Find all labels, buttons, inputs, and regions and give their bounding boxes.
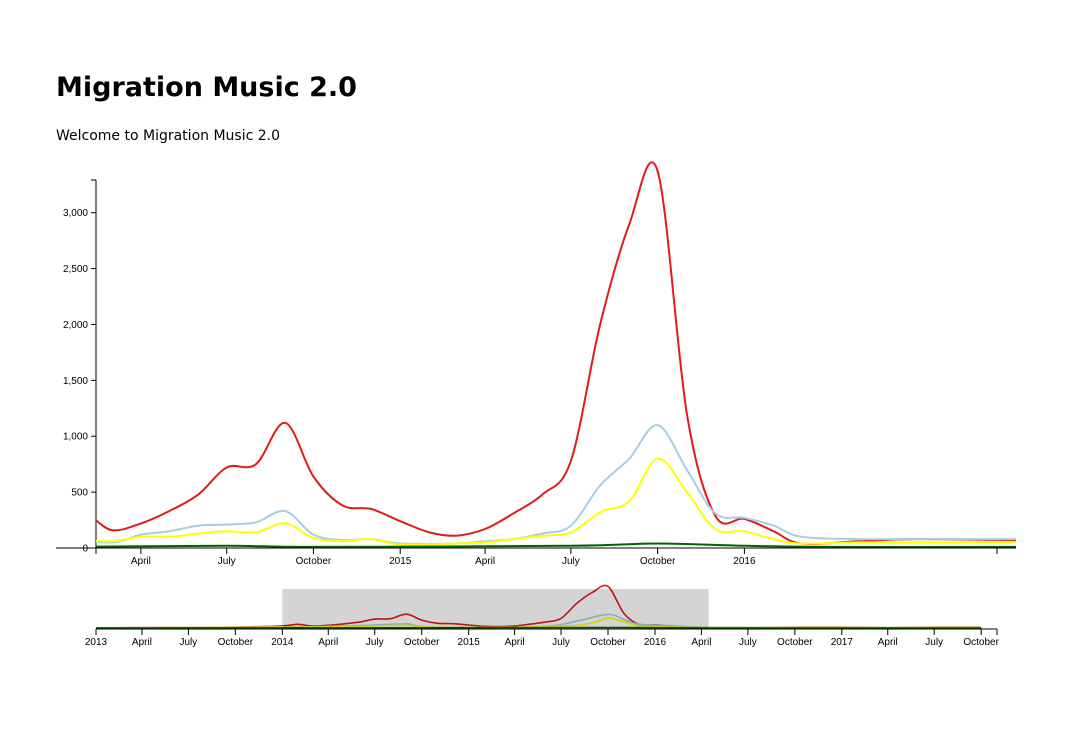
y-tick-label: 1,500 bbox=[63, 376, 88, 387]
context-x-tick-label: July bbox=[179, 637, 197, 648]
context-x-tick-label: April bbox=[691, 637, 711, 648]
context-chart[interactable]: 2013 April July October 2014 April July October… bbox=[85, 584, 1000, 648]
page-title: Migration Music 2.0 bbox=[56, 72, 357, 103]
context-x-tick-label: 2016 bbox=[644, 637, 667, 648]
context-x-tick-label: 2013 bbox=[85, 637, 108, 648]
x-tick-label: April bbox=[131, 556, 151, 567]
y-tick-label: 500 bbox=[71, 488, 88, 499]
x-tick-label: October bbox=[296, 556, 332, 567]
context-x-tick-label: July bbox=[552, 637, 570, 648]
context-x-tick-label: July bbox=[739, 637, 757, 648]
context-x-tick-label: October bbox=[963, 637, 999, 648]
context-x-tick-label: April bbox=[505, 637, 525, 648]
context-x-tick-label: October bbox=[590, 637, 626, 648]
x-tick-label: 2015 bbox=[389, 556, 412, 567]
page-subtitle: Welcome to Migration Music 2.0 bbox=[56, 128, 280, 144]
x-tick-label: July bbox=[562, 556, 580, 567]
series-line-1 bbox=[96, 161, 1016, 545]
context-x-tick-label: July bbox=[366, 637, 384, 648]
context-x-tick-label: April bbox=[318, 637, 338, 648]
x-tick-label: October bbox=[640, 556, 676, 567]
series-line-2 bbox=[96, 424, 1016, 545]
context-x-tick-label: April bbox=[878, 637, 898, 648]
x-tick-label: 2016 bbox=[733, 556, 756, 567]
series-line-3 bbox=[96, 457, 1016, 546]
context-x-tick-label: October bbox=[218, 637, 254, 648]
context-x-tick-label: October bbox=[777, 637, 813, 648]
context-x-tick-label: July bbox=[925, 637, 943, 648]
y-tick-label: 0 bbox=[82, 544, 88, 555]
main-chart[interactable]: 0 500 1,000 1,500 2,000 2,500 3,000 April July Oc… bbox=[56, 161, 1016, 567]
context-x-tick-label: 2014 bbox=[271, 637, 294, 648]
context-x-tick-label: 2017 bbox=[831, 637, 854, 648]
y-tick-label: 3,000 bbox=[63, 208, 88, 219]
series-line-4 bbox=[96, 542, 1016, 548]
x-tick-label: April bbox=[475, 556, 495, 567]
brush-selection[interactable] bbox=[282, 589, 709, 629]
context-x-tick-label: April bbox=[132, 637, 152, 648]
y-tick-label: 1,000 bbox=[63, 432, 88, 443]
context-x-tick-label: 2015 bbox=[458, 637, 481, 648]
y-tick-label: 2,000 bbox=[63, 320, 88, 331]
x-tick-label: July bbox=[218, 556, 236, 567]
y-tick-label: 2,500 bbox=[63, 264, 88, 275]
context-x-tick-label: October bbox=[404, 637, 440, 648]
